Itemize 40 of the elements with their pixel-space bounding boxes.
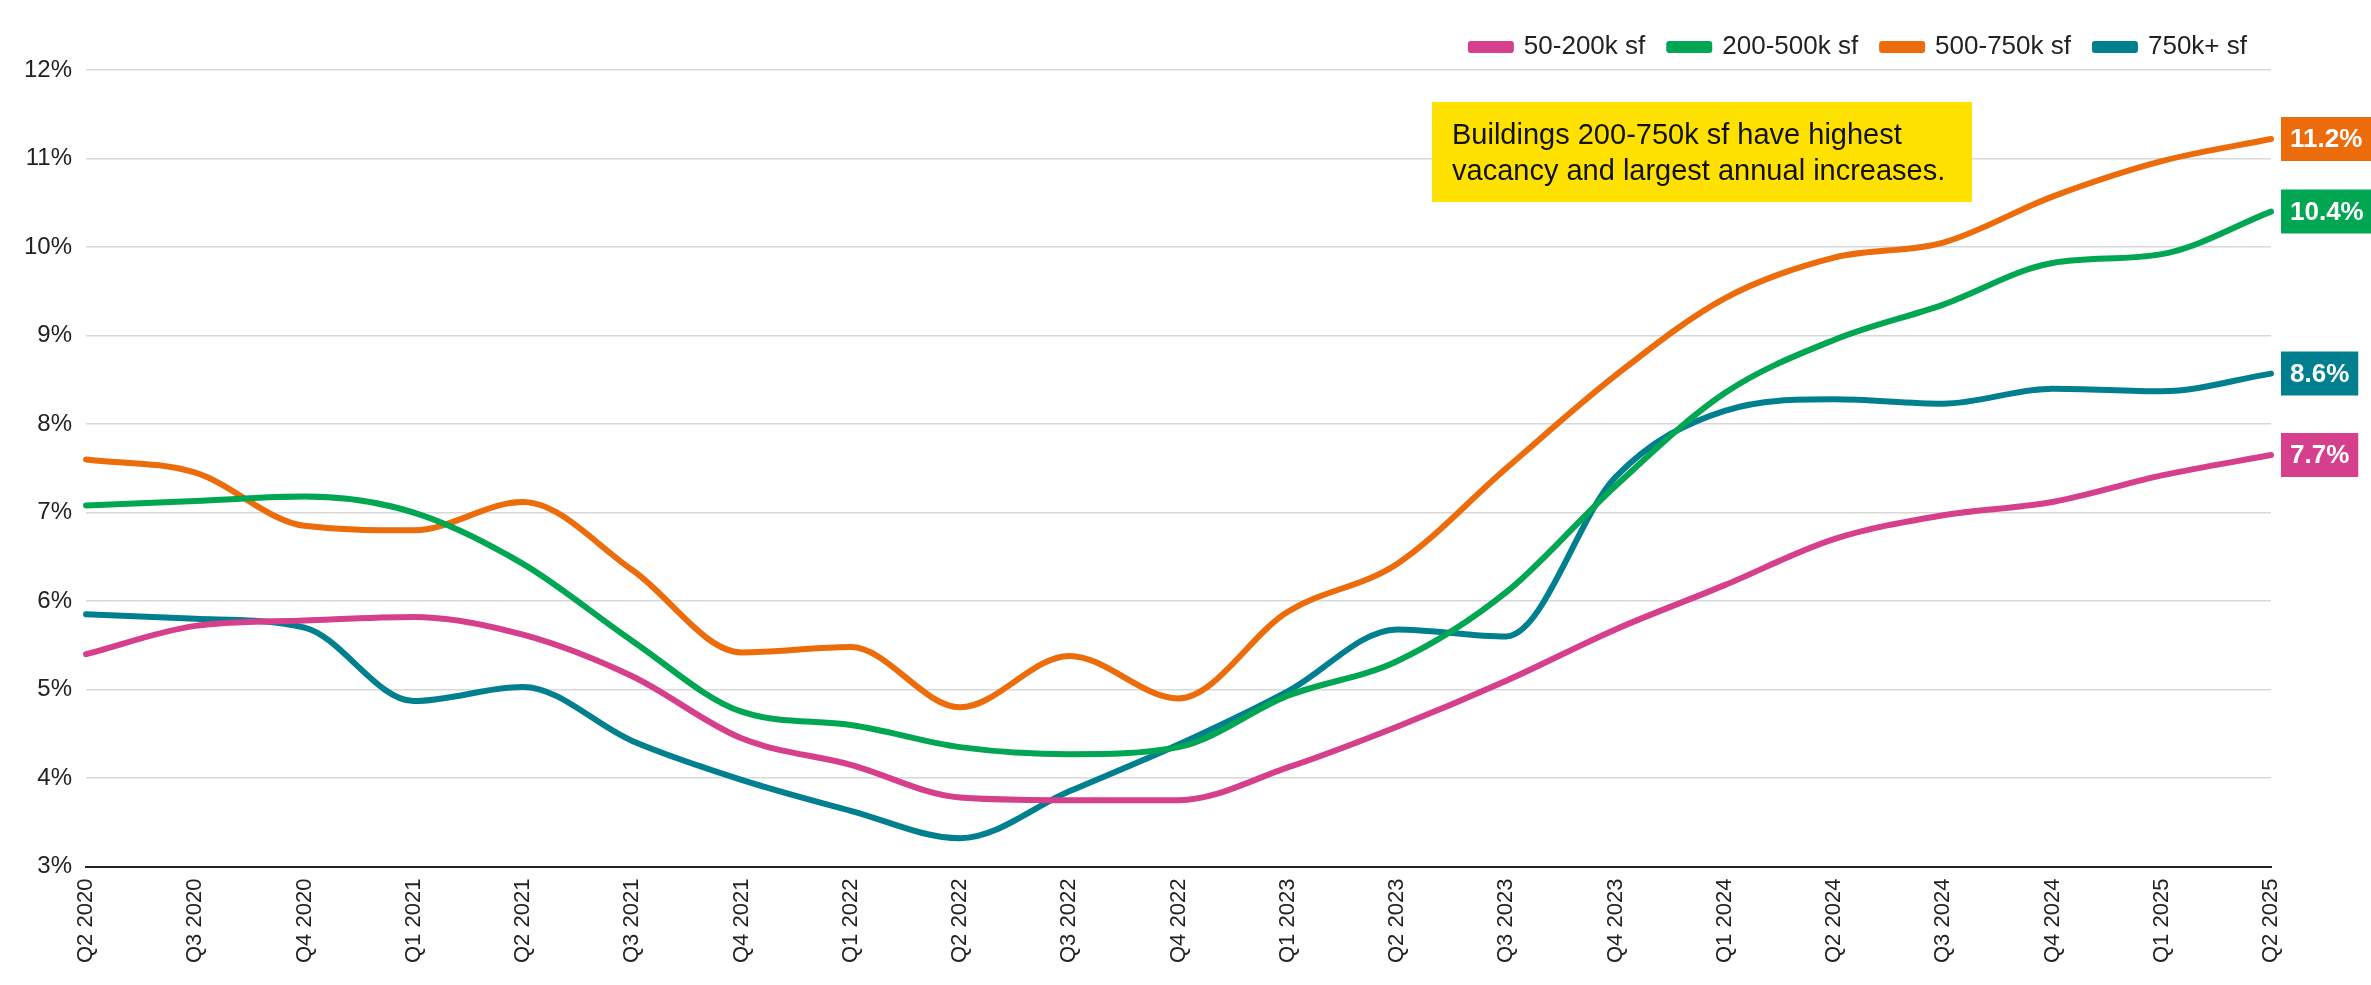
legend-label: 750k+ sf [2147,30,2248,61]
y-tick-label: 8% [37,408,73,436]
x-tick-label: Q1 2022 [836,878,862,963]
x-tick-label: Q4 2021 [727,878,753,963]
x-tick-label: Q2 2021 [509,878,535,963]
x-tick-label: Q2 2024 [1820,878,1846,963]
x-tick-label: Q2 2023 [1383,878,1409,963]
x-tick-label: Q3 2022 [1055,878,1081,963]
x-tick-label: Q4 2023 [1601,878,1627,963]
annotation: Buildings 200-750k sf have highest vacancy and largest annual increases. [1432,102,1972,202]
y-tick-label: 12% [23,54,73,82]
x-tick-label: Q3 2021 [618,878,644,963]
data-label: 7.7% [2290,439,2350,470]
x-tick-label: Q1 2025 [2147,878,2173,963]
y-tick-label: 4% [37,762,73,790]
legend-label: 200-500k sf [1722,30,1859,61]
legend-label: 500-750k sf [1935,30,2072,61]
x-tick-label: Q4 2020 [290,878,316,963]
x-tick-label: Q4 2024 [2038,878,2064,963]
data-label: 10.4% [2290,195,2364,226]
y-tick-label: 3% [37,851,73,879]
y-tick-label: 10% [23,231,73,259]
x-tick-label: Q2 2020 [72,878,98,963]
x-tick-label: Q4 2022 [1164,878,1190,963]
legend-label: 50-200k sf [1523,30,1647,61]
y-tick-label: 6% [37,585,73,613]
x-tick-label: Q3 2020 [181,878,207,963]
x-tick-label: Q1 2023 [1273,878,1299,963]
x-tick-label: Q3 2024 [1929,878,1955,963]
y-tick-label: 7% [37,497,73,525]
y-tick-label: 5% [37,674,73,702]
x-tick-label: Q1 2024 [1710,878,1736,963]
x-tick-label: Q3 2023 [1492,878,1518,963]
data-label: 11.2% [2290,123,2363,154]
y-tick-label: 9% [37,320,73,348]
x-tick-label: Q2 2022 [946,878,972,963]
data-label: 8.6% [2290,357,2350,388]
y-tick-label: 11% [25,143,73,171]
x-tick-label: Q2 2025 [2257,878,2283,963]
x-tick-label: Q1 2021 [399,878,425,963]
